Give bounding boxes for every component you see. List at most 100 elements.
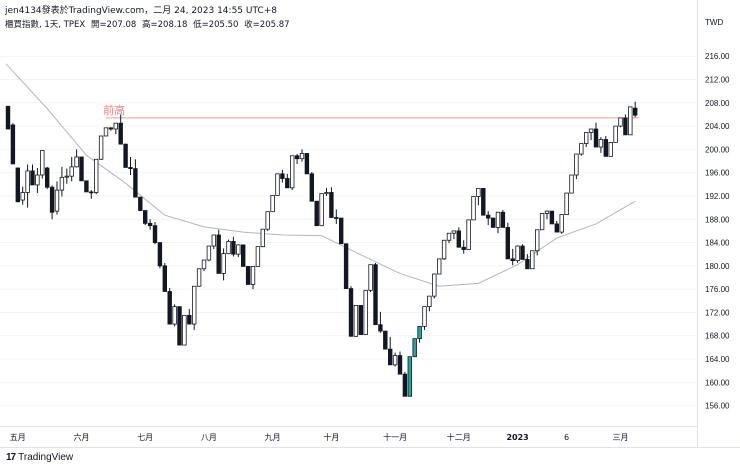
candle-body	[383, 330, 388, 350]
candle	[579, 143, 584, 156]
candles	[5, 101, 638, 397]
candle	[113, 122, 118, 135]
candle	[123, 143, 128, 168]
time-tick-label: 七月	[137, 433, 153, 442]
candle	[535, 229, 540, 256]
brand-name: TradingView	[18, 452, 74, 463]
candle	[245, 266, 251, 285]
candle	[177, 306, 182, 346]
candle-body	[456, 230, 461, 248]
candle	[64, 168, 69, 184]
candle	[368, 264, 373, 293]
candle	[15, 167, 20, 203]
candle-body	[245, 266, 251, 285]
candle-body	[206, 245, 212, 261]
candle-body	[182, 314, 187, 346]
candle-body	[427, 295, 432, 308]
time-tick-label: 六月	[74, 432, 90, 442]
candle-body	[378, 324, 383, 332]
candle-body	[255, 246, 261, 267]
price-tick-label: 188.00	[705, 215, 730, 224]
candle-body	[280, 173, 285, 179]
price-chart[interactable]: TWD 前高 156.00 160.00 164.00 168.00 172.00 176…	[0, 0, 740, 447]
candle-body	[569, 174, 574, 194]
candle-body	[142, 210, 148, 224]
candle	[466, 219, 471, 250]
time-tick-label: 五月	[10, 433, 26, 442]
candle	[451, 230, 457, 240]
candle	[623, 114, 628, 136]
candle-body	[324, 192, 329, 195]
candle	[221, 248, 226, 281]
price-tick-label: 160.00	[705, 378, 730, 387]
price-tick-label: 168.00	[705, 332, 730, 341]
candle-body	[319, 193, 324, 227]
candle-body	[59, 176, 65, 191]
candle	[593, 122, 599, 148]
candle-body	[89, 191, 94, 194]
candle	[89, 190, 94, 199]
price-tick-label: 212.00	[705, 76, 730, 85]
candle	[84, 180, 89, 193]
candle	[329, 187, 334, 218]
candle-body	[387, 348, 393, 366]
candle	[30, 164, 35, 186]
candle-body	[74, 156, 79, 168]
candle-body	[250, 266, 256, 285]
candle-body	[584, 132, 589, 144]
price-tick-label: 164.00	[705, 355, 730, 364]
candle-body	[236, 244, 241, 255]
price-tick-label: 176.00	[705, 285, 730, 294]
candle-body	[270, 194, 275, 213]
candle	[613, 125, 618, 143]
candle	[128, 156, 133, 176]
candle	[392, 352, 398, 367]
candle-body	[128, 167, 133, 169]
candle-body	[446, 232, 452, 241]
candle	[289, 155, 295, 191]
candle-body	[201, 259, 207, 270]
candle-body	[35, 174, 40, 186]
candle	[108, 127, 114, 131]
candle-body	[432, 273, 437, 297]
candle	[633, 101, 638, 118]
candle-body	[314, 200, 319, 227]
candle-body	[412, 338, 417, 358]
candle	[74, 149, 79, 168]
candle-body	[177, 306, 182, 346]
candle	[25, 164, 30, 208]
candle-body	[530, 250, 535, 270]
candle	[54, 181, 60, 215]
candle	[196, 268, 202, 287]
candle	[387, 336, 393, 366]
candle	[294, 154, 300, 164]
candle	[45, 166, 50, 189]
candle	[358, 305, 363, 335]
candle	[304, 153, 310, 175]
candle	[216, 229, 221, 274]
candle-body	[402, 373, 408, 397]
candle	[35, 168, 40, 194]
chart-publish-title: jen4134發表於TradingView.com，二月 24, 2023 14…	[5, 6, 277, 16]
candle	[564, 192, 569, 216]
candle-body	[358, 305, 363, 335]
tradingview-logo[interactable]: 17 TradingView	[6, 452, 73, 463]
candle-body	[441, 239, 447, 260]
candle-body	[98, 135, 104, 160]
candle-body	[79, 156, 84, 182]
candle-body	[103, 127, 109, 137]
footer-bar: 17 TradingView	[0, 447, 740, 468]
time-axis[interactable]: 五月 六月 七月 八月 九月 十月 十一月 十二月 2023 6 三月	[10, 432, 629, 442]
candle	[363, 289, 368, 335]
candle	[5, 105, 11, 130]
candle-body	[490, 217, 496, 228]
candle	[515, 245, 520, 263]
candle-body	[525, 259, 530, 270]
price-axis[interactable]: 156.00 160.00 164.00 168.00 172.00 176.00 180.…	[705, 52, 730, 410]
close-value: 收=205.87	[244, 20, 290, 30]
candle	[432, 273, 437, 299]
candle	[383, 330, 388, 350]
time-tick-label: 6	[564, 433, 569, 442]
candle-body	[373, 264, 378, 326]
candle	[554, 221, 559, 233]
